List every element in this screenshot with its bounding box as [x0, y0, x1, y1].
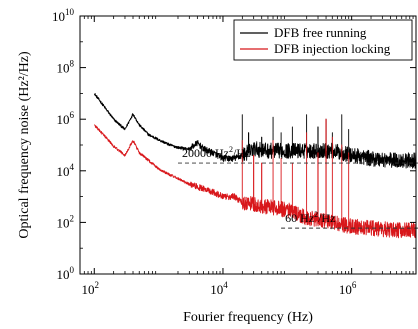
x-tick-label: 104 [210, 280, 228, 297]
series-layer [93, 93, 417, 239]
series-line [93, 118, 417, 239]
y-tick-label: 106 [57, 110, 75, 127]
annotation-label: 20000 Hz2/Hz [182, 145, 250, 160]
legend-label: DFB injection locking [274, 41, 391, 56]
x-tick-label: 102 [82, 280, 100, 297]
y-tick-label: 102 [57, 213, 75, 230]
x-axis-label: Fourier frequency (Hz) [183, 310, 313, 325]
y-tick-label: 104 [57, 162, 75, 179]
x-tick-label: 106 [339, 280, 357, 297]
legend-box [233, 19, 413, 61]
annotation-label: 60 Hz2/Hz [285, 210, 335, 225]
y-axis-label: Optical frequency noise (Hz²/Hz) [17, 51, 32, 239]
y-tick-label: 1010 [52, 7, 75, 24]
annotation-layer: 20000 Hz2/Hz 60 Hz2/Hz [177, 145, 418, 229]
legend-label: DFB free running [274, 25, 367, 40]
series-line [93, 93, 417, 169]
y-tick-label: 100 [57, 265, 75, 282]
y-tick-label: 108 [57, 59, 75, 76]
tick-layer: 102 104 106 100 102 104 106 108 1010 [52, 7, 416, 297]
